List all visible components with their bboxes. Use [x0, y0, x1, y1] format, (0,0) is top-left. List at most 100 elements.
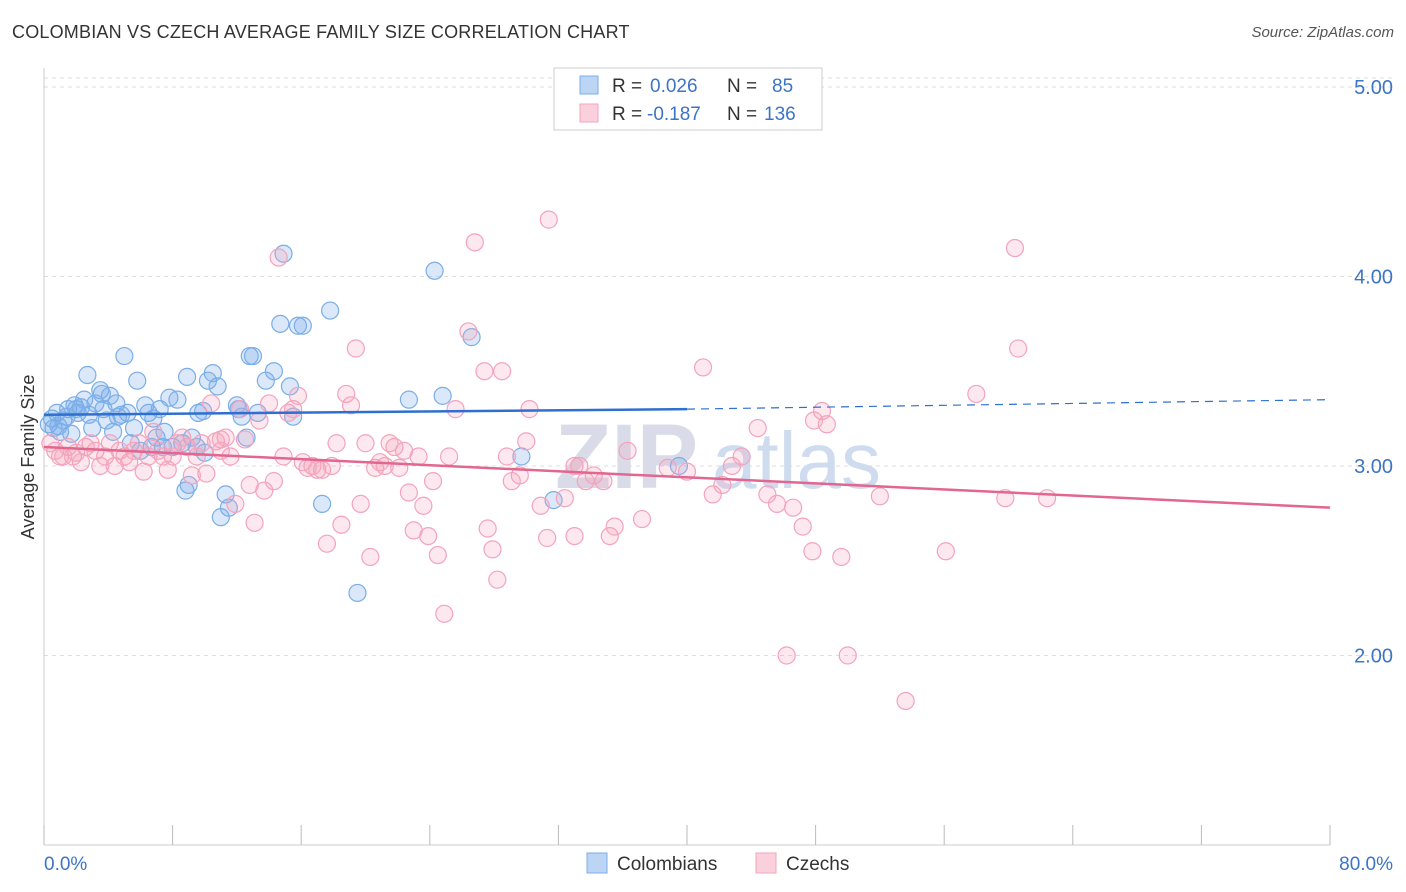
point-czechs-27 [168, 434, 187, 453]
point-colombians-57 [271, 314, 290, 333]
point-czechs-104 [584, 466, 603, 485]
point-czechs-132 [996, 489, 1015, 508]
trend-lines [43, 399, 1331, 509]
series-legend-swatch-colombians [586, 852, 608, 874]
series-czechs [41, 210, 1057, 711]
point-czechs-80 [423, 472, 443, 491]
point-czechs-41 [235, 430, 255, 449]
point-czechs-94 [510, 466, 529, 485]
trend-line-colombians [43, 407, 688, 417]
grid-lines [44, 77, 1393, 656]
point-colombians-39 [177, 367, 197, 387]
point-czechs-52 [288, 386, 308, 405]
point-czechs-46 [259, 394, 279, 413]
point-czechs-67 [361, 547, 380, 567]
point-czechs-40 [231, 400, 250, 419]
point-czechs-115 [722, 456, 742, 476]
series-legend: Colombians Czechs [586, 852, 849, 875]
point-czechs-75 [399, 483, 419, 502]
point-colombians-73 [179, 475, 198, 495]
point-czechs-49 [274, 447, 293, 466]
point-colombians-77 [92, 384, 111, 404]
watermark-atlas: atlas [712, 416, 881, 505]
series-legend-swatch-czechs [755, 852, 777, 874]
point-colombians-27 [128, 371, 147, 390]
point-czechs-117 [748, 418, 767, 438]
point-colombians-74 [176, 481, 195, 500]
point-czechs-7 [71, 453, 91, 472]
point-czechs-64 [346, 339, 365, 358]
point-czechs-61 [332, 515, 351, 534]
legend-n-label-colombians: N = [727, 76, 757, 97]
point-czechs-83 [439, 447, 459, 466]
point-colombians-68 [433, 386, 452, 405]
point-czechs-136 [804, 411, 824, 430]
legend-r-value-czechs: -0.187 [647, 104, 701, 125]
point-czechs-118 [758, 485, 777, 504]
point-czechs-112 [693, 358, 713, 377]
point-czechs-73 [390, 458, 409, 477]
point-czechs-48 [269, 248, 288, 267]
point-czechs-122 [793, 517, 812, 536]
legend-r-label-czechs: R = [612, 104, 642, 125]
legend-swatch-colombians [579, 75, 599, 95]
point-czechs-131 [967, 384, 986, 404]
point-czechs-110 [658, 458, 677, 477]
point-colombians-69 [462, 328, 481, 347]
point-czechs-30 [182, 466, 201, 485]
point-czechs-96 [520, 400, 539, 419]
series-legend-label-czechs: Czechs [786, 854, 849, 875]
legend-n-value-czechs: 136 [764, 104, 796, 125]
point-colombians-83 [49, 417, 68, 436]
point-czechs-105 [594, 472, 613, 491]
point-colombians-53 [243, 346, 263, 366]
point-czechs-133 [1005, 238, 1025, 258]
point-czechs-126 [832, 547, 851, 567]
point-colombians-66 [399, 390, 419, 409]
point-czechs-28 [173, 428, 192, 447]
point-czechs-138 [211, 430, 230, 449]
point-czechs-127 [838, 646, 857, 665]
point-czechs-95 [517, 432, 536, 451]
watermark: ZIP atlas [555, 406, 881, 508]
point-czechs-20 [134, 462, 153, 481]
point-czechs-88 [478, 519, 497, 538]
data-points [39, 210, 1057, 711]
point-colombians-56 [264, 362, 283, 381]
point-czechs-47 [264, 472, 283, 491]
legend-swatch-czechs [579, 103, 599, 123]
point-czechs-34 [202, 394, 221, 413]
point-czechs-81 [428, 545, 447, 565]
point-czechs-123 [803, 542, 822, 561]
x-tick-label-min: 0.0% [44, 854, 87, 875]
point-czechs-32 [192, 434, 211, 453]
point-czechs-63 [341, 396, 361, 415]
x-tick-label-max: 80.0% [1339, 854, 1393, 875]
point-colombians-14 [83, 418, 102, 438]
point-colombians-37 [168, 390, 187, 409]
point-czechs-77 [409, 447, 428, 466]
point-czechs-85 [459, 322, 478, 341]
point-czechs-92 [497, 447, 517, 466]
point-colombians-12 [78, 365, 97, 385]
legend-n-value-colombians: 85 [772, 76, 793, 97]
point-colombians-26 [124, 418, 144, 438]
point-czechs-66 [356, 434, 375, 453]
point-czechs-89 [483, 540, 502, 559]
stats-legend-box [553, 67, 823, 131]
y-axis-tick-labels: 2.00 3.00 4.00 5.00 [1354, 77, 1393, 668]
point-czechs-91 [493, 362, 512, 381]
chart-title: COLOMBIAN VS CZECH AVERAGE FAMILY SIZE C… [12, 22, 630, 42]
point-czechs-43 [245, 513, 264, 532]
point-czechs-86 [465, 233, 484, 252]
point-czechs-56 [308, 460, 327, 479]
point-czechs-135 [1037, 489, 1057, 508]
point-czechs-44 [250, 411, 269, 430]
point-czechs-45 [255, 481, 274, 500]
point-czechs-65 [351, 494, 370, 513]
point-czechs-113 [703, 485, 722, 504]
point-czechs-100 [555, 489, 574, 508]
point-colombians-65 [348, 583, 367, 603]
series-legend-label-colombians: Colombians [617, 854, 717, 875]
point-czechs-130 [936, 542, 955, 561]
